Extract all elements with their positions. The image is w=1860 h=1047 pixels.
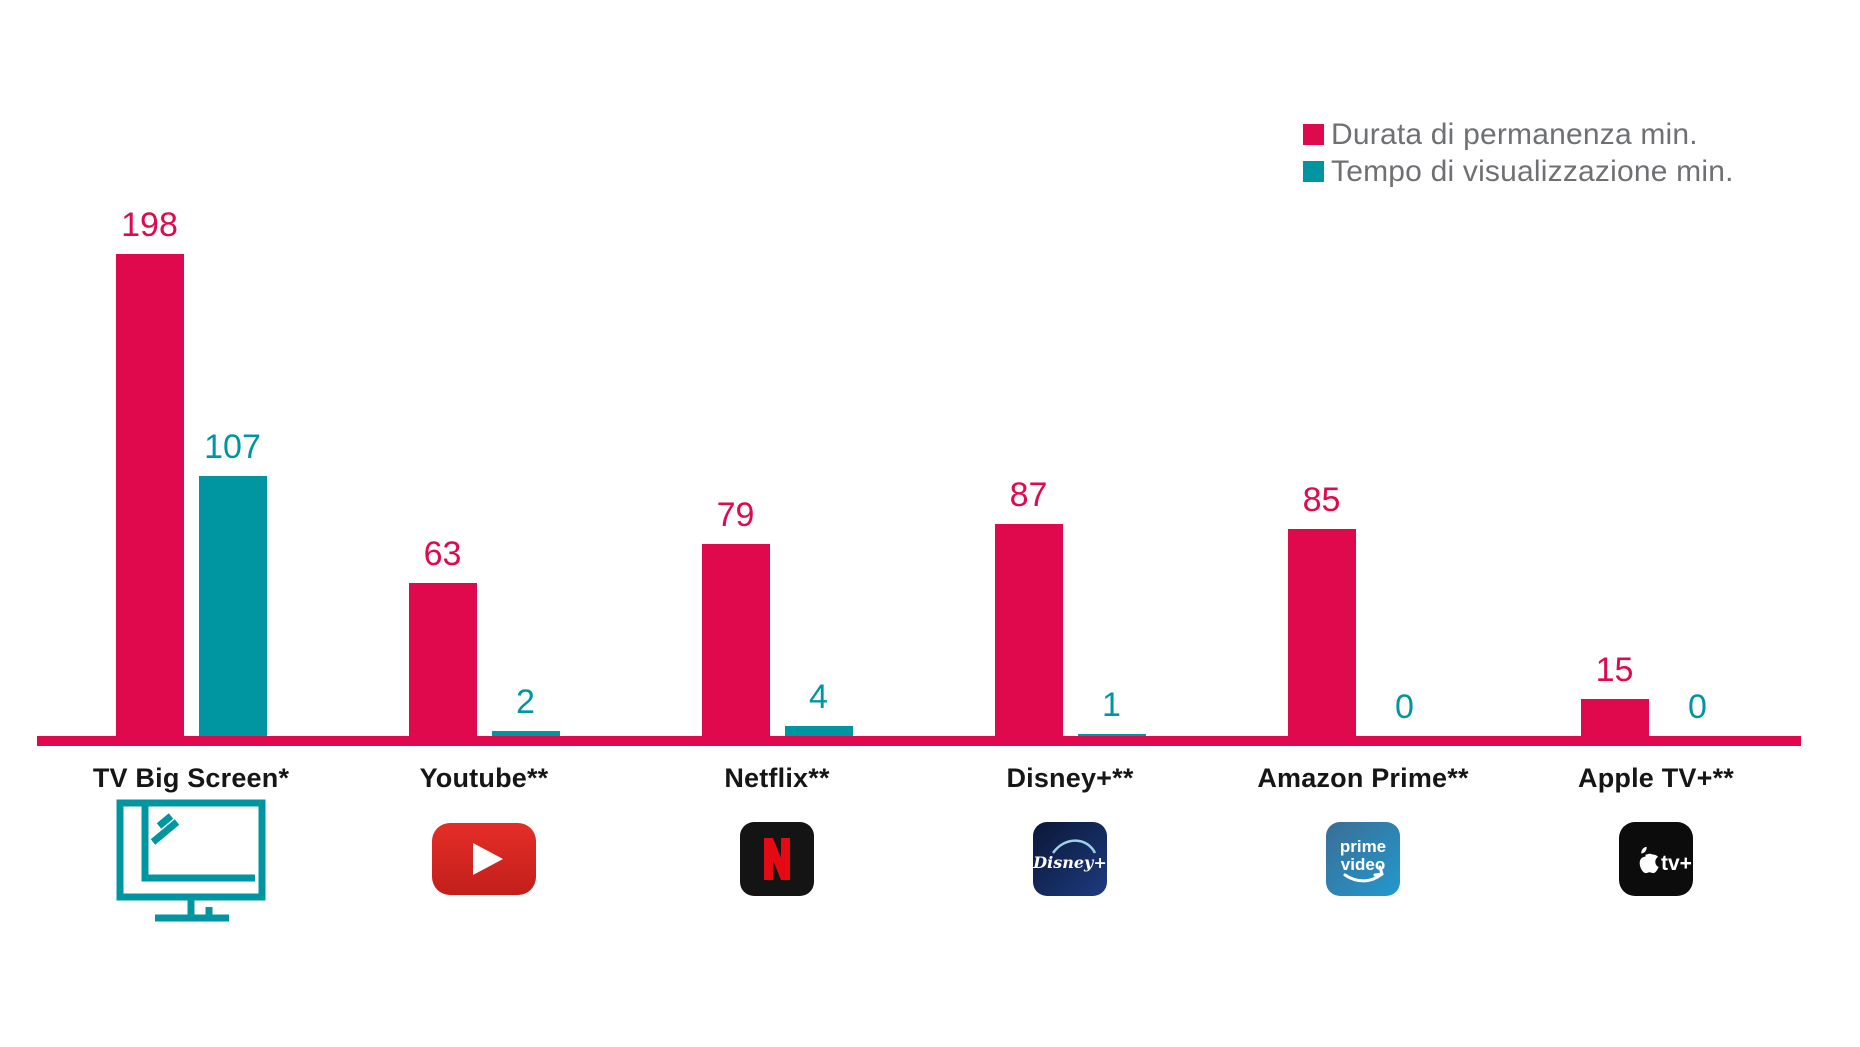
netflix-icon: N [740, 822, 814, 901]
value-label-durata-5: 85 [1302, 481, 1341, 519]
value-label-tempo-3: 4 [809, 678, 828, 716]
legend-swatch-tempo [1303, 161, 1324, 182]
prime-video-line1: prime [1340, 837, 1386, 856]
x-axis-line [37, 736, 1801, 746]
legend-label-durata: Durata di permanenza min. [1331, 117, 1698, 151]
youtube-icon [431, 822, 537, 901]
legend-item-durata: Durata di permanenza min. [1303, 116, 1734, 153]
bar-durata-4 [994, 524, 1063, 736]
value-label-durata-2: 63 [423, 535, 462, 573]
category-label-3: Netflix** [724, 763, 830, 793]
legend-swatch-durata [1303, 124, 1324, 145]
value-label-tempo-2: 2 [516, 683, 535, 721]
legend-item-tempo: Tempo di visualizzazione min. [1303, 153, 1734, 190]
value-label-durata-6: 15 [1595, 651, 1634, 689]
disney-plus-wordmark: Disney+ [1033, 853, 1107, 872]
value-label-durata-4: 87 [1009, 476, 1048, 514]
category-label-6: Apple TV+** [1578, 763, 1734, 793]
value-label-durata-3: 79 [716, 496, 755, 534]
disney-plus-icon: Disney+ [1032, 822, 1107, 901]
bar-tempo-3 [784, 726, 853, 736]
category-label-4: Disney+** [1006, 763, 1134, 793]
tv-big-screen-icon [115, 798, 267, 945]
category-label-2: Youtube** [419, 763, 549, 793]
value-label-tempo-1: 107 [204, 428, 261, 466]
bar-durata-5 [1287, 529, 1356, 736]
bar-tempo-2 [491, 731, 560, 736]
value-label-tempo-6: 0 [1688, 688, 1707, 726]
apple-tv-icon: tv+ [1619, 822, 1693, 901]
value-label-tempo-4: 1 [1102, 686, 1121, 724]
bar-durata-3 [701, 544, 770, 736]
prime-video-icon: prime video [1326, 822, 1400, 901]
category-label-5: Amazon Prime** [1257, 763, 1469, 793]
bar-tempo-4 [1077, 734, 1146, 736]
prime-video-line2: video [1341, 855, 1385, 874]
bar-tempo-1 [198, 476, 267, 736]
legend-label-tempo: Tempo di visualizzazione min. [1331, 154, 1734, 188]
bar-durata-1 [115, 254, 184, 736]
apple-tv-wordmark: tv+ [1661, 852, 1692, 875]
bar-durata-6 [1580, 699, 1649, 736]
category-label-1: TV Big Screen* [92, 763, 290, 793]
value-label-durata-1: 198 [121, 206, 178, 244]
bar-durata-2 [408, 583, 477, 736]
value-label-tempo-5: 0 [1395, 688, 1414, 726]
legend: Durata di permanenza min. Tempo di visua… [1303, 116, 1734, 190]
